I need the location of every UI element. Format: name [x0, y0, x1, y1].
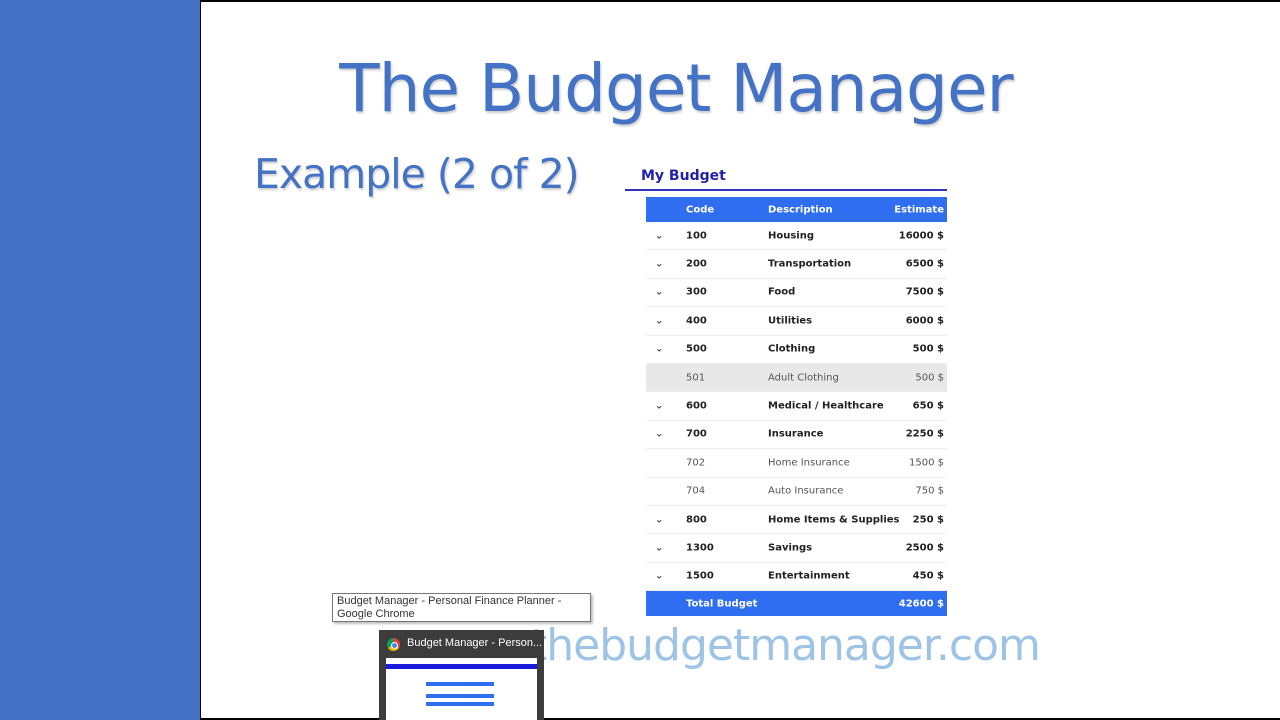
row-estimate: 1500 $ [909, 457, 944, 469]
subcategory-row[interactable]: 501 Adult Clothing 500 $ [646, 363, 947, 393]
slide-sidebar [0, 0, 200, 720]
taskbar-tooltip: Budget Manager - Personal Finance Planne… [332, 593, 591, 622]
row-code: 600 [686, 400, 707, 412]
header-estimate: Estimate [894, 204, 944, 215]
row-description: Home Insurance [768, 457, 850, 469]
category-row[interactable]: ⌄ 300 Food 7500 $ [646, 279, 947, 308]
row-description: Medical / Healthcare [768, 400, 884, 412]
subcategory-row[interactable]: 702 Home Insurance 1500 $ [646, 449, 947, 478]
category-row[interactable]: ⌄ 800 Home Items & Supplies 250 $ [646, 506, 947, 535]
category-row[interactable]: ⌄ 200 Transportation 6500 $ [646, 250, 947, 279]
budget-title: My Budget [641, 168, 726, 184]
total-value: 42600 $ [898, 598, 944, 610]
website-url: thebudgetmanager.com [530, 620, 1041, 671]
row-code: 700 [686, 428, 707, 440]
thumbnail-title: Budget Manager - Person... [407, 637, 543, 649]
budget-table: Code Description Estimate ⌄ 100 Housing 160… [646, 197, 947, 617]
category-row[interactable]: ⌄ 500 Clothing 500 $ [646, 336, 947, 364]
slide-subtitle: Example (2 of 2) [254, 150, 580, 198]
row-description: Savings [768, 542, 813, 554]
row-code: 500 [686, 343, 707, 355]
chevron-down-icon[interactable]: ⌄ [655, 343, 664, 355]
row-estimate: 16000 $ [898, 230, 944, 242]
row-description: Housing [768, 230, 815, 242]
header-description: Description [768, 204, 833, 215]
chevron-down-icon[interactable]: ⌄ [655, 542, 664, 554]
row-estimate: 7500 $ [905, 286, 944, 298]
category-row[interactable]: ⌄ 100 Housing 16000 $ [646, 222, 947, 251]
row-code: 400 [686, 315, 707, 327]
table-header: Code Description Estimate [646, 197, 947, 222]
category-row[interactable]: ⌄ 700 Insurance 2250 $ [646, 421, 947, 450]
row-estimate: 750 $ [915, 485, 944, 497]
header-code: Code [686, 204, 715, 215]
chevron-down-icon[interactable]: ⌄ [655, 514, 664, 526]
category-row[interactable]: ⌄ 600 Medical / Healthcare 650 $ [646, 392, 947, 421]
row-code: 200 [686, 258, 707, 270]
total-label: Total Budget [686, 598, 758, 610]
row-estimate: 650 $ [912, 400, 944, 412]
category-row[interactable]: ⌄ 400 Utilities 6000 $ [646, 307, 947, 336]
row-code: 1500 [686, 570, 714, 582]
row-estimate: 2500 $ [905, 542, 944, 554]
chevron-down-icon[interactable]: ⌄ [655, 400, 664, 412]
row-description: Insurance [768, 428, 824, 440]
row-description: Entertainment [768, 570, 850, 582]
row-code: 704 [686, 485, 706, 497]
row-description: Clothing [768, 343, 816, 355]
chevron-down-icon[interactable]: ⌄ [655, 570, 664, 582]
row-description: Auto Insurance [768, 485, 844, 497]
total-row: Total Budget 42600 $ [646, 591, 947, 617]
row-description: Food [768, 286, 796, 298]
row-code: 702 [686, 457, 706, 469]
row-estimate: 500 $ [915, 372, 944, 384]
chevron-down-icon[interactable]: ⌄ [655, 258, 664, 270]
category-row[interactable]: ⌄ 1500 Entertainment 450 $ [646, 563, 947, 592]
chevron-down-icon[interactable]: ⌄ [655, 230, 664, 242]
row-description: Utilities [768, 315, 813, 327]
row-estimate: 6000 $ [905, 315, 944, 327]
row-description: Transportation [768, 258, 852, 270]
row-estimate: 250 $ [912, 514, 944, 526]
row-code: 300 [686, 286, 707, 298]
chevron-down-icon[interactable]: ⌄ [655, 428, 664, 440]
chrome-icon [387, 638, 400, 651]
row-estimate: 450 $ [912, 570, 944, 582]
row-description: Adult Clothing [768, 372, 839, 384]
chevron-down-icon[interactable]: ⌄ [655, 315, 664, 327]
taskbar-thumbnail[interactable]: Budget Manager - Person... [379, 630, 544, 720]
row-code: 1300 [686, 542, 714, 554]
row-code: 100 [686, 230, 707, 242]
slide-title: The Budget Manager [339, 50, 1013, 127]
row-estimate: 500 $ [912, 343, 944, 355]
thumbnail-preview [386, 658, 537, 720]
category-row[interactable]: ⌄ 1300 Savings 2500 $ [646, 534, 947, 563]
row-code: 800 [686, 514, 707, 526]
row-code: 501 [686, 372, 706, 384]
row-estimate: 2250 $ [905, 428, 944, 440]
row-estimate: 6500 $ [905, 258, 944, 270]
row-description: Home Items & Supplies [768, 514, 900, 526]
budget-title-underline [625, 189, 947, 191]
chevron-down-icon[interactable]: ⌄ [655, 286, 664, 298]
subcategory-row[interactable]: 704 Auto Insurance 750 $ [646, 478, 947, 506]
